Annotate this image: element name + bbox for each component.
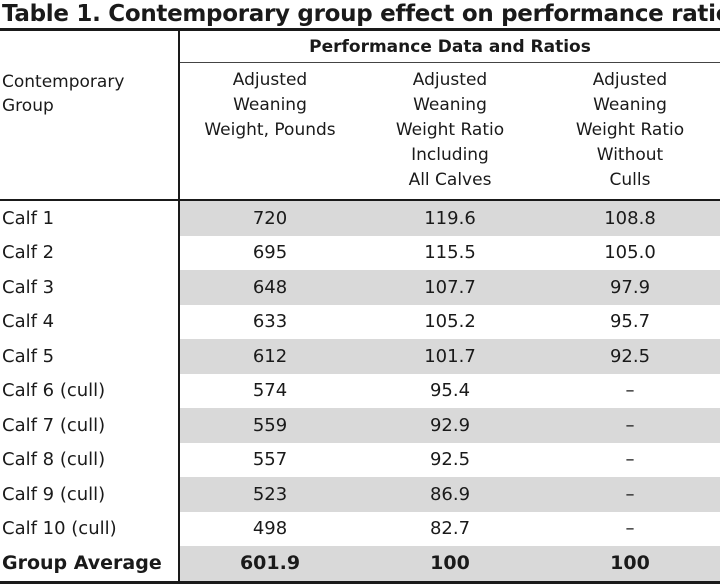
table-row: Calf 1 720 119.6 108.8	[0, 201, 720, 236]
table-cell: 82.7	[429, 518, 471, 540]
column-header-line: Adjusted	[232, 70, 308, 90]
column-header-line: Culls	[609, 170, 651, 190]
row-label: Calf 5	[2, 345, 55, 367]
table-cell: 95.4	[429, 380, 471, 402]
table-cell: –	[625, 518, 635, 540]
bottom-rule	[0, 581, 720, 584]
table-cell: 559	[252, 414, 288, 436]
row-shading	[180, 546, 720, 581]
row-label: Calf 8 (cull)	[2, 449, 106, 471]
column-header-line: Weaning	[593, 95, 667, 115]
table-cell: 633	[252, 311, 288, 333]
table-cell: 97.9	[609, 276, 651, 298]
header-rule	[0, 199, 720, 201]
table-cell: 105.2	[424, 311, 476, 333]
table-cell: 95.7	[609, 311, 651, 333]
row-shading	[180, 201, 720, 236]
column-header-line: Weight, Pounds	[204, 120, 336, 140]
group-header: Performance Data and Ratios	[309, 37, 591, 57]
row-label: Calf 7 (cull)	[2, 414, 106, 436]
row-label: Group Average	[2, 552, 162, 575]
column-header-line: Weight Ratio	[575, 120, 685, 140]
table-cell: 107.7	[424, 276, 476, 298]
column-header-line: Without	[596, 145, 664, 165]
table-cell: 86.9	[429, 483, 471, 505]
table-cell: 115.5	[424, 242, 476, 264]
column-header-line: Weaning	[413, 95, 487, 115]
row-header-line: Contemporary	[2, 72, 125, 92]
table-body: Calf 1 720 119.6 108.8 Calf 2 695 115.5 105.0 Ca…	[0, 201, 720, 581]
row-shading	[180, 408, 720, 443]
column-header-line: Adjusted	[592, 70, 668, 90]
table-row: Calf 8 (cull) 557 92.5 –	[0, 443, 720, 478]
table-cell: 523	[252, 483, 288, 505]
column-header-ratio-all: Adjusted Weaning Weight Ratio Including …	[360, 68, 540, 193]
column-header-line: All Calves	[408, 170, 492, 190]
row-label: Calf 9 (cull)	[2, 483, 106, 505]
table-cell: 720	[252, 207, 288, 229]
column-header-ratio-no-culls: Adjusted Weaning Weight Ratio Without Cu…	[540, 68, 720, 193]
table-cell: 574	[252, 380, 288, 402]
table-cell: 557	[252, 449, 288, 471]
row-label: Calf 2	[2, 242, 55, 264]
column-header-line: Weaning	[233, 95, 307, 115]
table-cell: 108.8	[604, 207, 656, 229]
table-cell: 648	[252, 276, 288, 298]
table-cell: 498	[252, 518, 288, 540]
table-cell: 100	[610, 552, 650, 575]
row-header-line: Group	[2, 96, 54, 116]
row-shading	[180, 339, 720, 374]
table-title: Table 1. Contemporary group effect on pe…	[2, 1, 720, 27]
table-row: Calf 5 612 101.7 92.5	[0, 339, 720, 374]
row-shading	[180, 270, 720, 305]
top-rule	[0, 28, 720, 31]
table-row: Calf 3 648 107.7 97.9	[0, 270, 720, 305]
table-row: Calf 9 (cull) 523 86.9 –	[0, 477, 720, 512]
table-cell: –	[625, 380, 635, 402]
table-cell: 100	[430, 552, 470, 575]
table-cell: 92.9	[429, 414, 471, 436]
table-row: Calf 6 (cull) 574 95.4 –	[0, 374, 720, 409]
column-header-line: Weight Ratio	[395, 120, 505, 140]
table-cell: 105.0	[604, 242, 656, 264]
table-row: Calf 4 633 105.2 95.7	[0, 305, 720, 340]
row-shading	[180, 477, 720, 512]
table-cell: 92.5	[429, 449, 471, 471]
column-header-line: Adjusted	[412, 70, 488, 90]
table-cell: –	[625, 414, 635, 436]
row-label: Calf 6 (cull)	[2, 380, 106, 402]
table-cell: 695	[252, 242, 288, 264]
row-label: Calf 3	[2, 276, 55, 298]
table-cell: 612	[252, 345, 288, 367]
row-label: Calf 1	[2, 207, 55, 229]
row-header: Contemporary Group	[2, 70, 172, 118]
table-row: Calf 2 695 115.5 105.0	[0, 236, 720, 271]
table-cell: –	[625, 449, 635, 471]
group-average-row: Group Average 601.9 100 100	[0, 546, 720, 581]
group-header-rule	[180, 62, 720, 63]
column-header-weight: Adjusted Weaning Weight, Pounds	[180, 68, 360, 143]
table-cell: –	[625, 483, 635, 505]
table-cell: 101.7	[424, 345, 476, 367]
column-divider	[178, 31, 180, 581]
table-cell: 119.6	[424, 207, 476, 229]
row-label: Calf 10 (cull)	[2, 518, 117, 540]
row-label: Calf 4	[2, 311, 55, 333]
table-cell: 92.5	[609, 345, 651, 367]
column-header-line: Including	[411, 145, 489, 165]
table-row: Calf 7 (cull) 559 92.9 –	[0, 408, 720, 443]
table-cell: 601.9	[239, 552, 301, 575]
table-row: Calf 10 (cull) 498 82.7 –	[0, 512, 720, 547]
